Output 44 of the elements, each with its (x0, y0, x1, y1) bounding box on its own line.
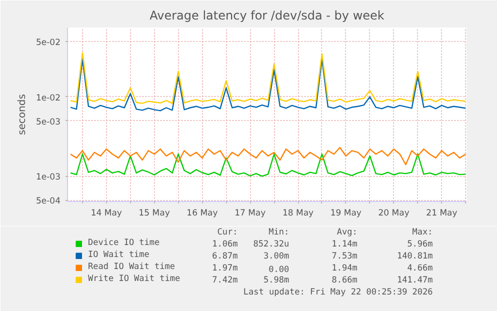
text: Max: (412, 228, 433, 238)
x-tick-label: 15 May (138, 208, 170, 218)
y-tick-label: 1e-02 (36, 93, 61, 104)
chart-title: Average latency for /dev/sda - by week (150, 8, 384, 22)
text: Min: (268, 228, 290, 238)
x-tick-label: 18 May (282, 208, 314, 218)
x-tick-label: 17 May (234, 208, 266, 218)
text: 3.00m (263, 252, 290, 262)
text: 4.66m (407, 264, 433, 274)
text: 6.87m (212, 252, 238, 262)
x-tick-label: 20 May (378, 208, 410, 218)
line-series (70, 146, 466, 166)
x-tick-label: 14 May (90, 208, 122, 218)
text: 0.00 (268, 265, 290, 275)
text: 1.14m (332, 240, 358, 250)
legend-label: IO Wait time (88, 249, 150, 261)
text: 8.66m (332, 276, 358, 286)
text: 1.06m (212, 240, 238, 250)
y-tick-label: 5e-04 (36, 196, 61, 207)
text: 7.53m (332, 252, 358, 262)
y-axis-title: seconds (16, 94, 28, 135)
x-tick-label: 19 May (330, 208, 362, 218)
y-tick-label: 5e-02 (36, 38, 61, 48)
legend-label: Device IO time (88, 237, 160, 249)
legend-label: Write IO Wait time (88, 273, 180, 285)
text: 5.98m (263, 276, 290, 286)
text: 141.47m (396, 276, 433, 286)
line-series (70, 52, 466, 104)
text: Avg: (336, 228, 358, 238)
text: Cur: (217, 228, 238, 238)
y-tick-label: 1e-03 (36, 172, 61, 183)
line-series (70, 154, 466, 177)
x-tick-label: 16 May (186, 208, 218, 218)
text: 7.42m (212, 276, 238, 286)
text: 5.96m (407, 240, 433, 250)
x-tick-label: 21 May (426, 208, 458, 218)
text: Last update: Fri May 22 00:25:39 2026 (243, 288, 433, 298)
legend-label: Read IO Wait time (88, 261, 175, 273)
text: 1.97m (212, 264, 238, 274)
text: 852.32u (253, 240, 290, 250)
text: 1.94m (332, 264, 358, 274)
line-series (70, 58, 466, 112)
text: 140.81m (396, 252, 433, 262)
y-tick-label: 5e-03 (36, 117, 61, 128)
